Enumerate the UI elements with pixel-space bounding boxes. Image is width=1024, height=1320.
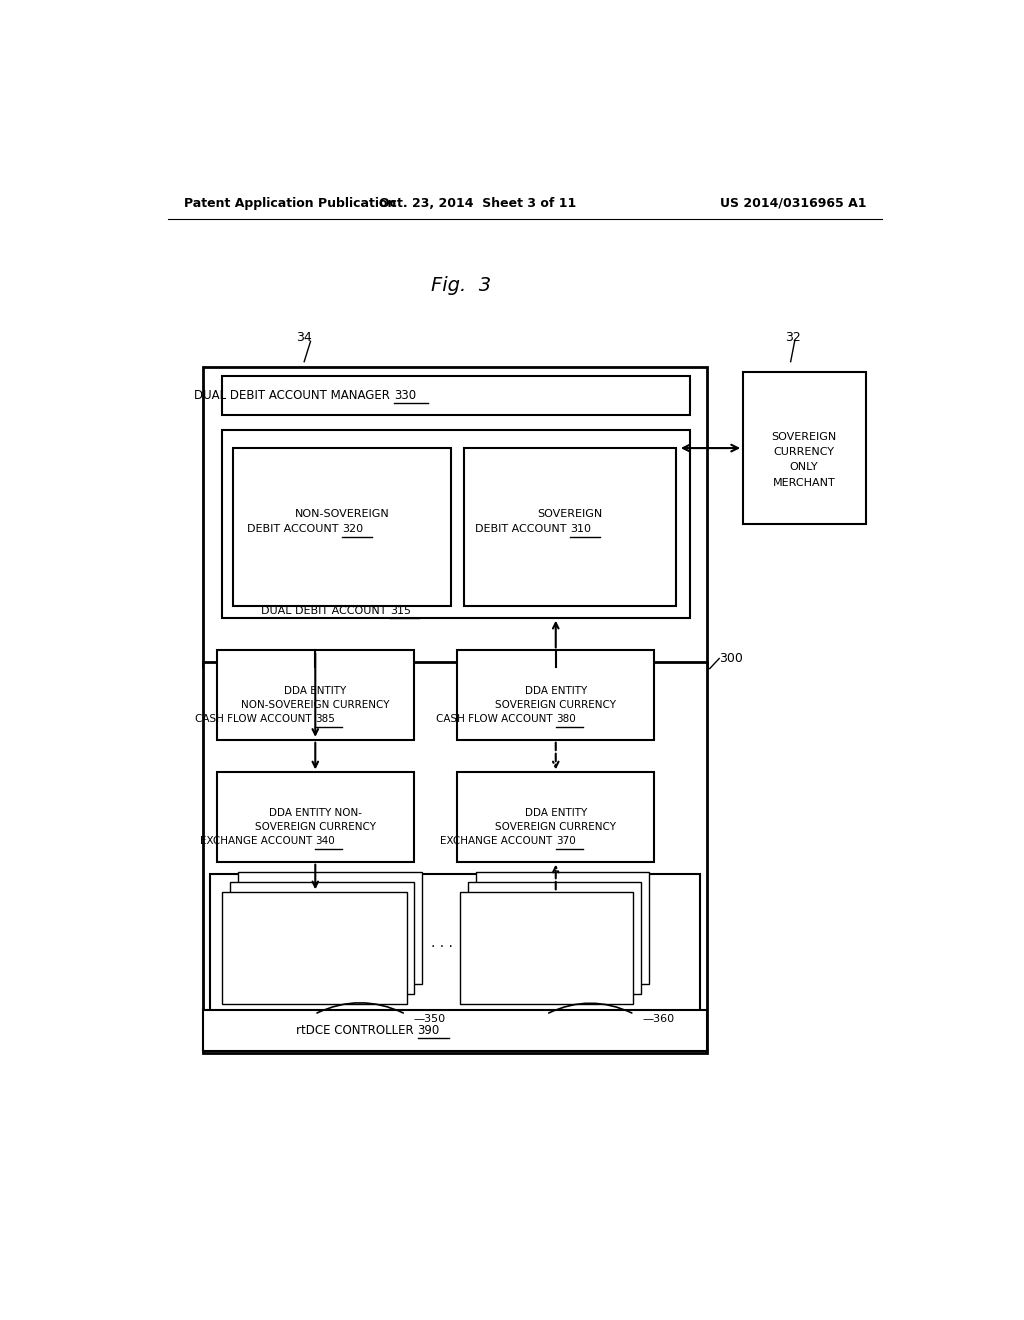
Bar bbox=[217, 651, 414, 739]
Text: CASH FLOW ACCOUNT: CASH FLOW ACCOUNT bbox=[196, 714, 315, 725]
Text: DDA ENTITY NON-: DDA ENTITY NON- bbox=[268, 808, 361, 818]
Text: 34: 34 bbox=[296, 331, 312, 343]
Text: . . .: . . . bbox=[430, 936, 453, 950]
Bar bbox=[458, 651, 654, 739]
Text: TRADING ENTITY NON-: TRADING ENTITY NON- bbox=[256, 924, 373, 933]
Bar bbox=[204, 661, 708, 1053]
Text: SOVEREIGN CURRENCY: SOVEREIGN CURRENCY bbox=[485, 939, 607, 948]
Text: EXCHANGE ACCOUNT: EXCHANGE ACCOUNT bbox=[490, 952, 602, 962]
Text: 310: 310 bbox=[570, 524, 591, 535]
Text: US 2014/0316965 A1: US 2014/0316965 A1 bbox=[720, 197, 866, 210]
Bar bbox=[232, 447, 451, 606]
Text: CURRENCY: CURRENCY bbox=[774, 447, 835, 457]
Bar bbox=[458, 772, 654, 862]
Text: 340: 340 bbox=[315, 837, 335, 846]
Text: SOVEREIGN CURRENCY: SOVEREIGN CURRENCY bbox=[254, 939, 375, 948]
Text: SOVEREIGN CURRENCY: SOVEREIGN CURRENCY bbox=[496, 700, 616, 710]
Text: DDA ENTITY: DDA ENTITY bbox=[524, 808, 587, 818]
Text: Fig.  3: Fig. 3 bbox=[431, 276, 492, 294]
Text: SOVEREIGN CURRENCY: SOVEREIGN CURRENCY bbox=[496, 822, 616, 832]
Bar bbox=[221, 892, 407, 1005]
Text: NON-SOVEREIGN CURRENCY: NON-SOVEREIGN CURRENCY bbox=[241, 700, 389, 710]
Text: 300: 300 bbox=[719, 652, 743, 665]
Text: DDA ENTITY: DDA ENTITY bbox=[285, 686, 346, 696]
Text: —350: —350 bbox=[414, 1014, 445, 1024]
Text: SOVEREIGN: SOVEREIGN bbox=[771, 432, 837, 442]
Bar bbox=[743, 372, 866, 524]
Text: 320: 320 bbox=[342, 524, 364, 535]
Bar bbox=[460, 892, 633, 1005]
Text: SOVEREIGN CURRENCY: SOVEREIGN CURRENCY bbox=[255, 822, 376, 832]
Text: EXCHANGE ACCOUNT: EXCHANGE ACCOUNT bbox=[440, 837, 556, 846]
Bar bbox=[464, 447, 677, 606]
Bar bbox=[204, 1010, 708, 1051]
Bar bbox=[210, 874, 700, 1014]
Text: Oct. 23, 2014  Sheet 3 of 11: Oct. 23, 2014 Sheet 3 of 11 bbox=[379, 197, 575, 210]
Text: 32: 32 bbox=[785, 331, 801, 343]
Bar bbox=[204, 367, 708, 667]
Text: 390: 390 bbox=[418, 1024, 440, 1038]
Bar bbox=[238, 873, 423, 983]
Text: NON-SOVEREIGN: NON-SOVEREIGN bbox=[295, 510, 390, 519]
Text: DUAL DEBIT ACCOUNT MANAGER: DUAL DEBIT ACCOUNT MANAGER bbox=[195, 388, 394, 401]
Text: EXCHANGE ACCOUNT: EXCHANGE ACCOUNT bbox=[258, 952, 371, 962]
Text: CASH FLOW ACCOUNT: CASH FLOW ACCOUNT bbox=[436, 714, 556, 725]
Bar bbox=[475, 873, 648, 983]
Text: 385: 385 bbox=[315, 714, 335, 725]
Text: 315: 315 bbox=[390, 606, 411, 615]
Bar bbox=[217, 772, 414, 862]
Text: —360: —360 bbox=[642, 1014, 675, 1024]
Text: 370: 370 bbox=[556, 837, 575, 846]
Text: DEBIT ACCOUNT: DEBIT ACCOUNT bbox=[475, 524, 570, 535]
Text: rtDCE CONTROLLER: rtDCE CONTROLLER bbox=[296, 1024, 418, 1038]
Text: EXCHANGE ACCOUNT: EXCHANGE ACCOUNT bbox=[200, 837, 315, 846]
Text: DDA ENTITY: DDA ENTITY bbox=[524, 686, 587, 696]
Text: 330: 330 bbox=[394, 388, 416, 401]
Text: TRADING ENTITY: TRADING ENTITY bbox=[503, 924, 590, 933]
Text: Patent Application Publication: Patent Application Publication bbox=[183, 197, 396, 210]
Text: MERCHANT: MERCHANT bbox=[773, 478, 836, 487]
Text: DUAL DEBIT ACCOUNT: DUAL DEBIT ACCOUNT bbox=[261, 606, 390, 615]
Text: DEBIT ACCOUNT: DEBIT ACCOUNT bbox=[247, 524, 342, 535]
Bar bbox=[221, 376, 690, 414]
Bar bbox=[468, 882, 641, 994]
Text: 380: 380 bbox=[556, 714, 575, 725]
Text: SOVEREIGN: SOVEREIGN bbox=[538, 510, 603, 519]
Bar bbox=[221, 430, 690, 618]
Text: ONLY: ONLY bbox=[790, 462, 818, 473]
Bar bbox=[229, 882, 415, 994]
